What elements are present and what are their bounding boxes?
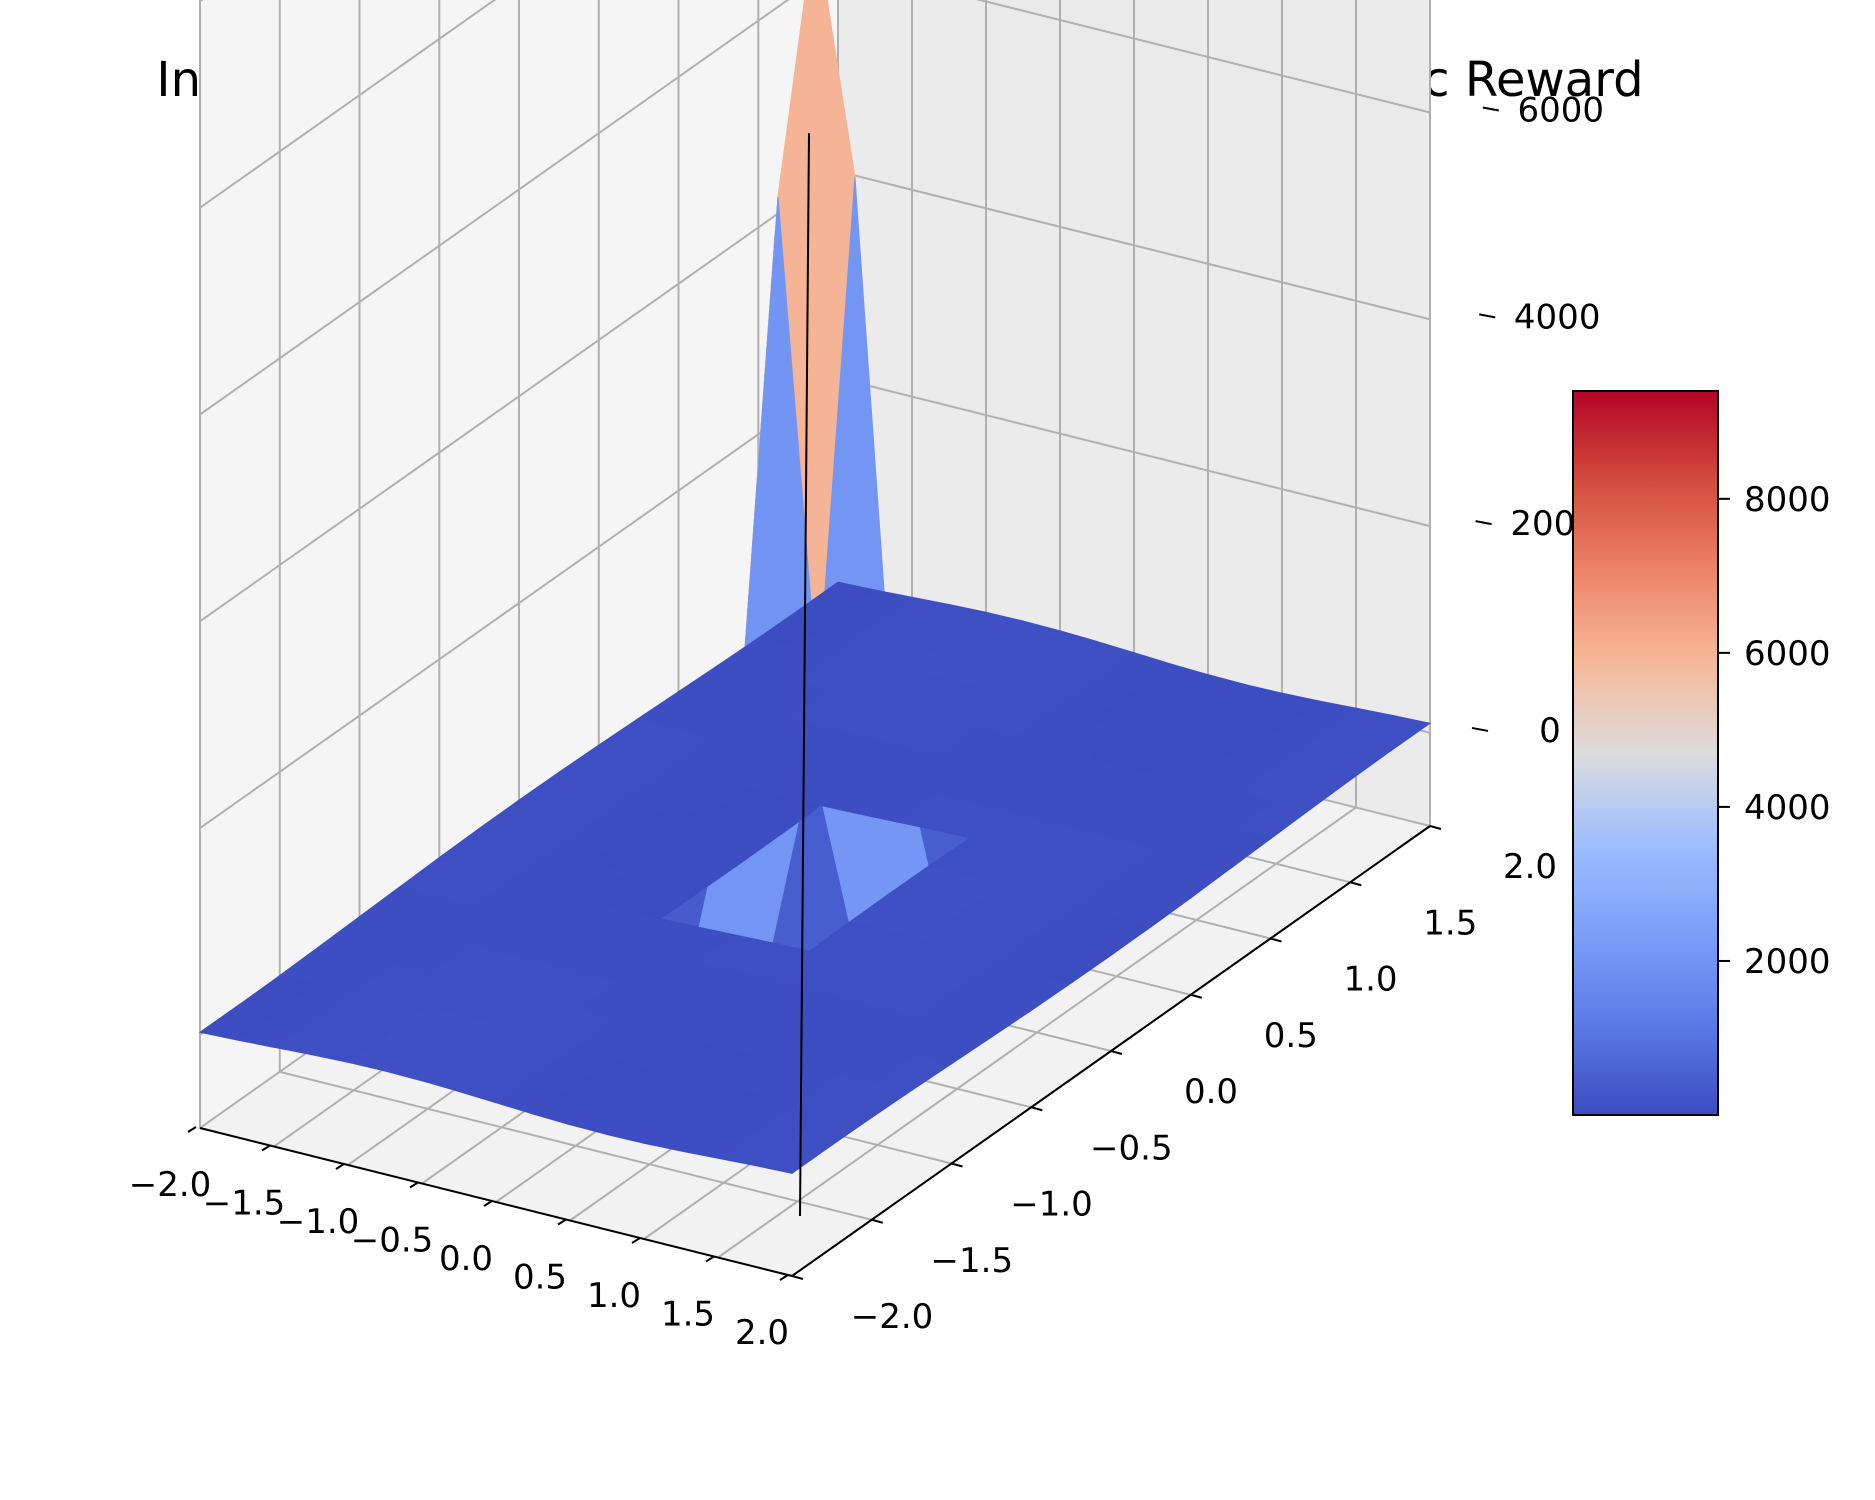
y-tick (951, 1162, 963, 1168)
x-axis-line (199, 1127, 793, 1277)
y-tick (1110, 1050, 1123, 1055)
x-tick (631, 1237, 641, 1244)
y-tick (1349, 881, 1362, 887)
z-grid-line (199, 0, 497, 209)
y-tick-label: −1.5 (931, 1241, 1014, 1281)
x-tick-label: −0.5 (351, 1221, 434, 1261)
y-tick (791, 1275, 804, 1280)
z-tick-label: 6000 (1518, 91, 1605, 131)
y-tick (871, 1218, 884, 1224)
colorbar-tick-label: 8000 (1744, 480, 1831, 520)
z-tick-label: 0 (1539, 711, 1561, 751)
reward-surface (198, 0, 1432, 1174)
x-tick-label: 1.0 (587, 1276, 641, 1316)
y-grid-line (278, 0, 873, 1221)
x-tick-label: 0.5 (513, 1258, 567, 1298)
y-tick-label: −2.0 (851, 1297, 934, 1337)
y-tick-label: 2.0 (1503, 847, 1557, 887)
x-tick (779, 1274, 789, 1281)
z-tick-label: 4000 (1514, 297, 1601, 337)
y-tick (1270, 937, 1282, 943)
x-tick (187, 1126, 197, 1133)
colorbar-tick-label: 6000 (1744, 634, 1831, 674)
x-tick (557, 1218, 567, 1226)
y-tick-label: −0.5 (1090, 1128, 1173, 1168)
y-tick (1429, 825, 1442, 830)
colorbar-tick-label: 2000 (1744, 942, 1831, 982)
surface-facet (796, 581, 877, 619)
x-tick-label: −2.0 (129, 1165, 212, 1205)
colorbar-tick-label: 4000 (1744, 788, 1831, 828)
x-tick (335, 1163, 345, 1170)
x-tick (409, 1181, 419, 1189)
x-tick-label: 2.0 (735, 1313, 789, 1353)
x-tick (705, 1255, 715, 1263)
y-tick-label: −1.0 (1010, 1185, 1093, 1225)
x-tick-label: −1.0 (277, 1202, 360, 1242)
x-tick-label: 1.5 (661, 1295, 715, 1335)
y-tick-label: 0.0 (1184, 1072, 1238, 1112)
axes: −2.0−1.5−1.0−0.5 0.0 0.5 1.0 1.5 2.0 −2.0−1.5−… (129, 91, 1605, 1354)
z-tick (1482, 106, 1499, 112)
y-tick-label: 0.5 (1264, 1016, 1318, 1056)
x-tick (483, 1200, 493, 1207)
z-grid-line (199, 0, 1431, 416)
x-tick-label: 0.0 (439, 1239, 493, 1279)
z-tick (1471, 726, 1489, 732)
y-tick (1190, 993, 1203, 999)
z-axis-line (799, 133, 810, 1217)
colorbar-gradient (1572, 390, 1719, 1116)
y-tick-label: 1.5 (1423, 903, 1477, 943)
y-tick-label: 1.0 (1343, 960, 1397, 1000)
x-tick (261, 1144, 271, 1152)
z-tick (1475, 520, 1492, 526)
x-tick-label: −1.5 (203, 1184, 286, 1224)
z-tick (1479, 313, 1496, 319)
colorbar: 2000 4000 6000 8000 (1572, 390, 1831, 1116)
y-tick (1030, 1106, 1043, 1112)
